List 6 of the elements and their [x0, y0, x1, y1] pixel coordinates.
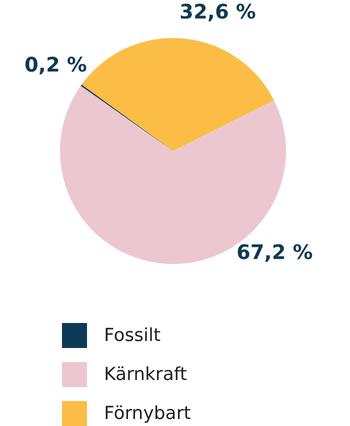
legend-label: Kärnkraft: [104, 364, 187, 385]
data-label: 0,2 %: [24, 52, 87, 77]
legend-label: Fossilt: [104, 325, 161, 346]
data-label: 32,6 %: [180, 0, 256, 24]
data-label: 67,2 %: [236, 240, 313, 264]
legend-label: Förnybart: [104, 403, 191, 424]
